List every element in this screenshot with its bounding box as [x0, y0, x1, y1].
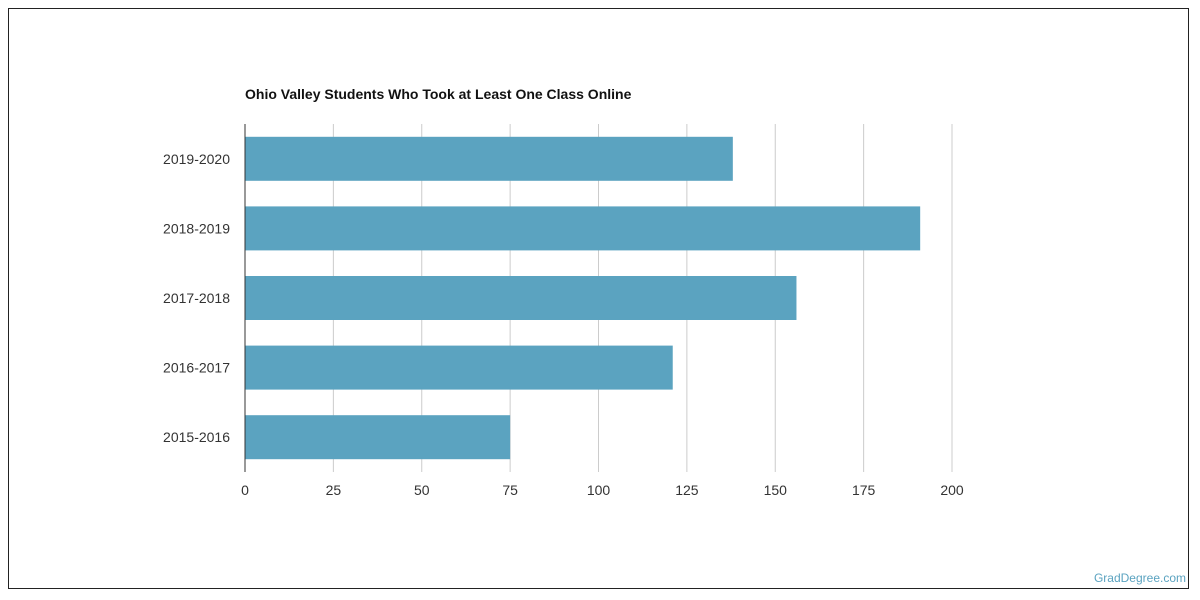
- x-tick-label: 75: [502, 482, 518, 498]
- x-tick-label: 50: [414, 482, 430, 498]
- x-tick-label: 150: [764, 482, 788, 498]
- x-tick-label: 175: [852, 482, 876, 498]
- x-tick-label: 25: [326, 482, 342, 498]
- category-label: 2017-2018: [163, 290, 230, 306]
- chart-title: Ohio Valley Students Who Took at Least O…: [245, 86, 632, 102]
- watermark: GradDegree.com: [1093, 571, 1186, 585]
- bar: [245, 345, 673, 390]
- x-tick-label: 125: [675, 482, 699, 498]
- x-tick-label: 200: [940, 482, 964, 498]
- category-label: 2016-2017: [163, 360, 230, 376]
- bar: [245, 136, 733, 181]
- bar: [245, 276, 797, 320]
- category-label: 2019-2020: [163, 151, 230, 167]
- category-label: 2018-2019: [163, 220, 230, 236]
- bar: [245, 206, 921, 251]
- x-tick-label: 0: [241, 482, 249, 498]
- bar: [245, 415, 511, 460]
- labels: 0 25 50 75 100 125 150 175 200 2019-2020 2018-2019…: [163, 151, 964, 498]
- category-label: 2015-2016: [163, 429, 230, 445]
- x-tick-label: 100: [587, 482, 611, 498]
- bars: [245, 136, 921, 460]
